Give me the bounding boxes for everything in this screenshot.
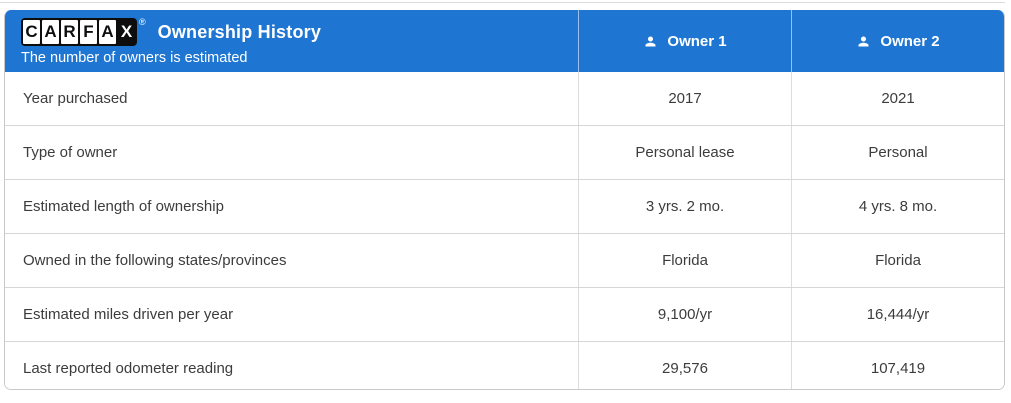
owner-1-label: Owner 1 xyxy=(667,32,727,50)
owner-1-column-header: Owner 1 xyxy=(578,10,791,72)
registered-trademark-symbol: ® xyxy=(139,17,146,27)
table-body: Year purchased 2017 2021 Type of owner P… xyxy=(5,72,1004,389)
carfax-logo-letter: A xyxy=(99,20,116,44)
row-label: Last reported odometer reading xyxy=(23,360,234,377)
person-icon xyxy=(643,34,658,49)
owner-2-label: Owner 2 xyxy=(880,32,940,50)
ownership-history-card: C A R F A X ® Ownership History The numb… xyxy=(4,10,1005,390)
owner-2-column-header: Owner 2 xyxy=(791,10,1004,72)
section-subtitle: The number of owners is estimated xyxy=(21,50,248,66)
row-label: Type of owner xyxy=(23,144,118,161)
row-label: Owned in the following states/provinces xyxy=(23,252,287,269)
card-header: C A R F A X ® Ownership History The numb… xyxy=(5,10,1004,72)
owner-1-value: 3 yrs. 2 mo. xyxy=(578,180,791,233)
table-row: Owned in the following states/provinces … xyxy=(5,233,1004,287)
owner-2-value: Personal xyxy=(791,126,1004,179)
table-row: Estimated miles driven per year 9,100/yr… xyxy=(5,287,1004,341)
owner-2-value: 2021 xyxy=(791,72,1004,125)
section-title: Ownership History xyxy=(157,21,322,42)
table-row: Estimated length of ownership 3 yrs. 2 m… xyxy=(5,179,1004,233)
row-label: Estimated length of ownership xyxy=(23,198,224,215)
table-row: Last reported odometer reading 29,576 10… xyxy=(5,341,1004,389)
owner-1-value: 9,100/yr xyxy=(578,288,791,341)
owner-2-value: 107,419 xyxy=(791,342,1004,389)
owner-1-value: 29,576 xyxy=(578,342,791,389)
carfax-logo-letter: A xyxy=(42,20,59,44)
row-label: Estimated miles driven per year xyxy=(23,306,234,323)
carfax-logo-letter: F xyxy=(80,20,97,44)
top-divider-line xyxy=(0,2,1005,3)
owner-2-value: 16,444/yr xyxy=(791,288,1004,341)
table-row: Type of owner Personal lease Personal xyxy=(5,125,1004,179)
owner-1-value: Florida xyxy=(578,234,791,287)
person-icon xyxy=(856,34,871,49)
table-row: Year purchased 2017 2021 xyxy=(5,72,1004,125)
carfax-logo-letter: C xyxy=(23,20,40,44)
owner-1-value: Personal lease xyxy=(578,126,791,179)
owner-1-value: 2017 xyxy=(578,72,791,125)
owner-2-value: Florida xyxy=(791,234,1004,287)
carfax-logo-letter: R xyxy=(61,20,78,44)
header-title-area: C A R F A X ® Ownership History The numb… xyxy=(5,10,578,72)
carfax-logo-letter-x: X xyxy=(118,20,135,44)
row-label: Year purchased xyxy=(23,90,128,107)
carfax-logo: C A R F A X xyxy=(21,18,137,46)
logo-row: C A R F A X ® Ownership History xyxy=(21,17,578,46)
owner-2-value: 4 yrs. 8 mo. xyxy=(791,180,1004,233)
